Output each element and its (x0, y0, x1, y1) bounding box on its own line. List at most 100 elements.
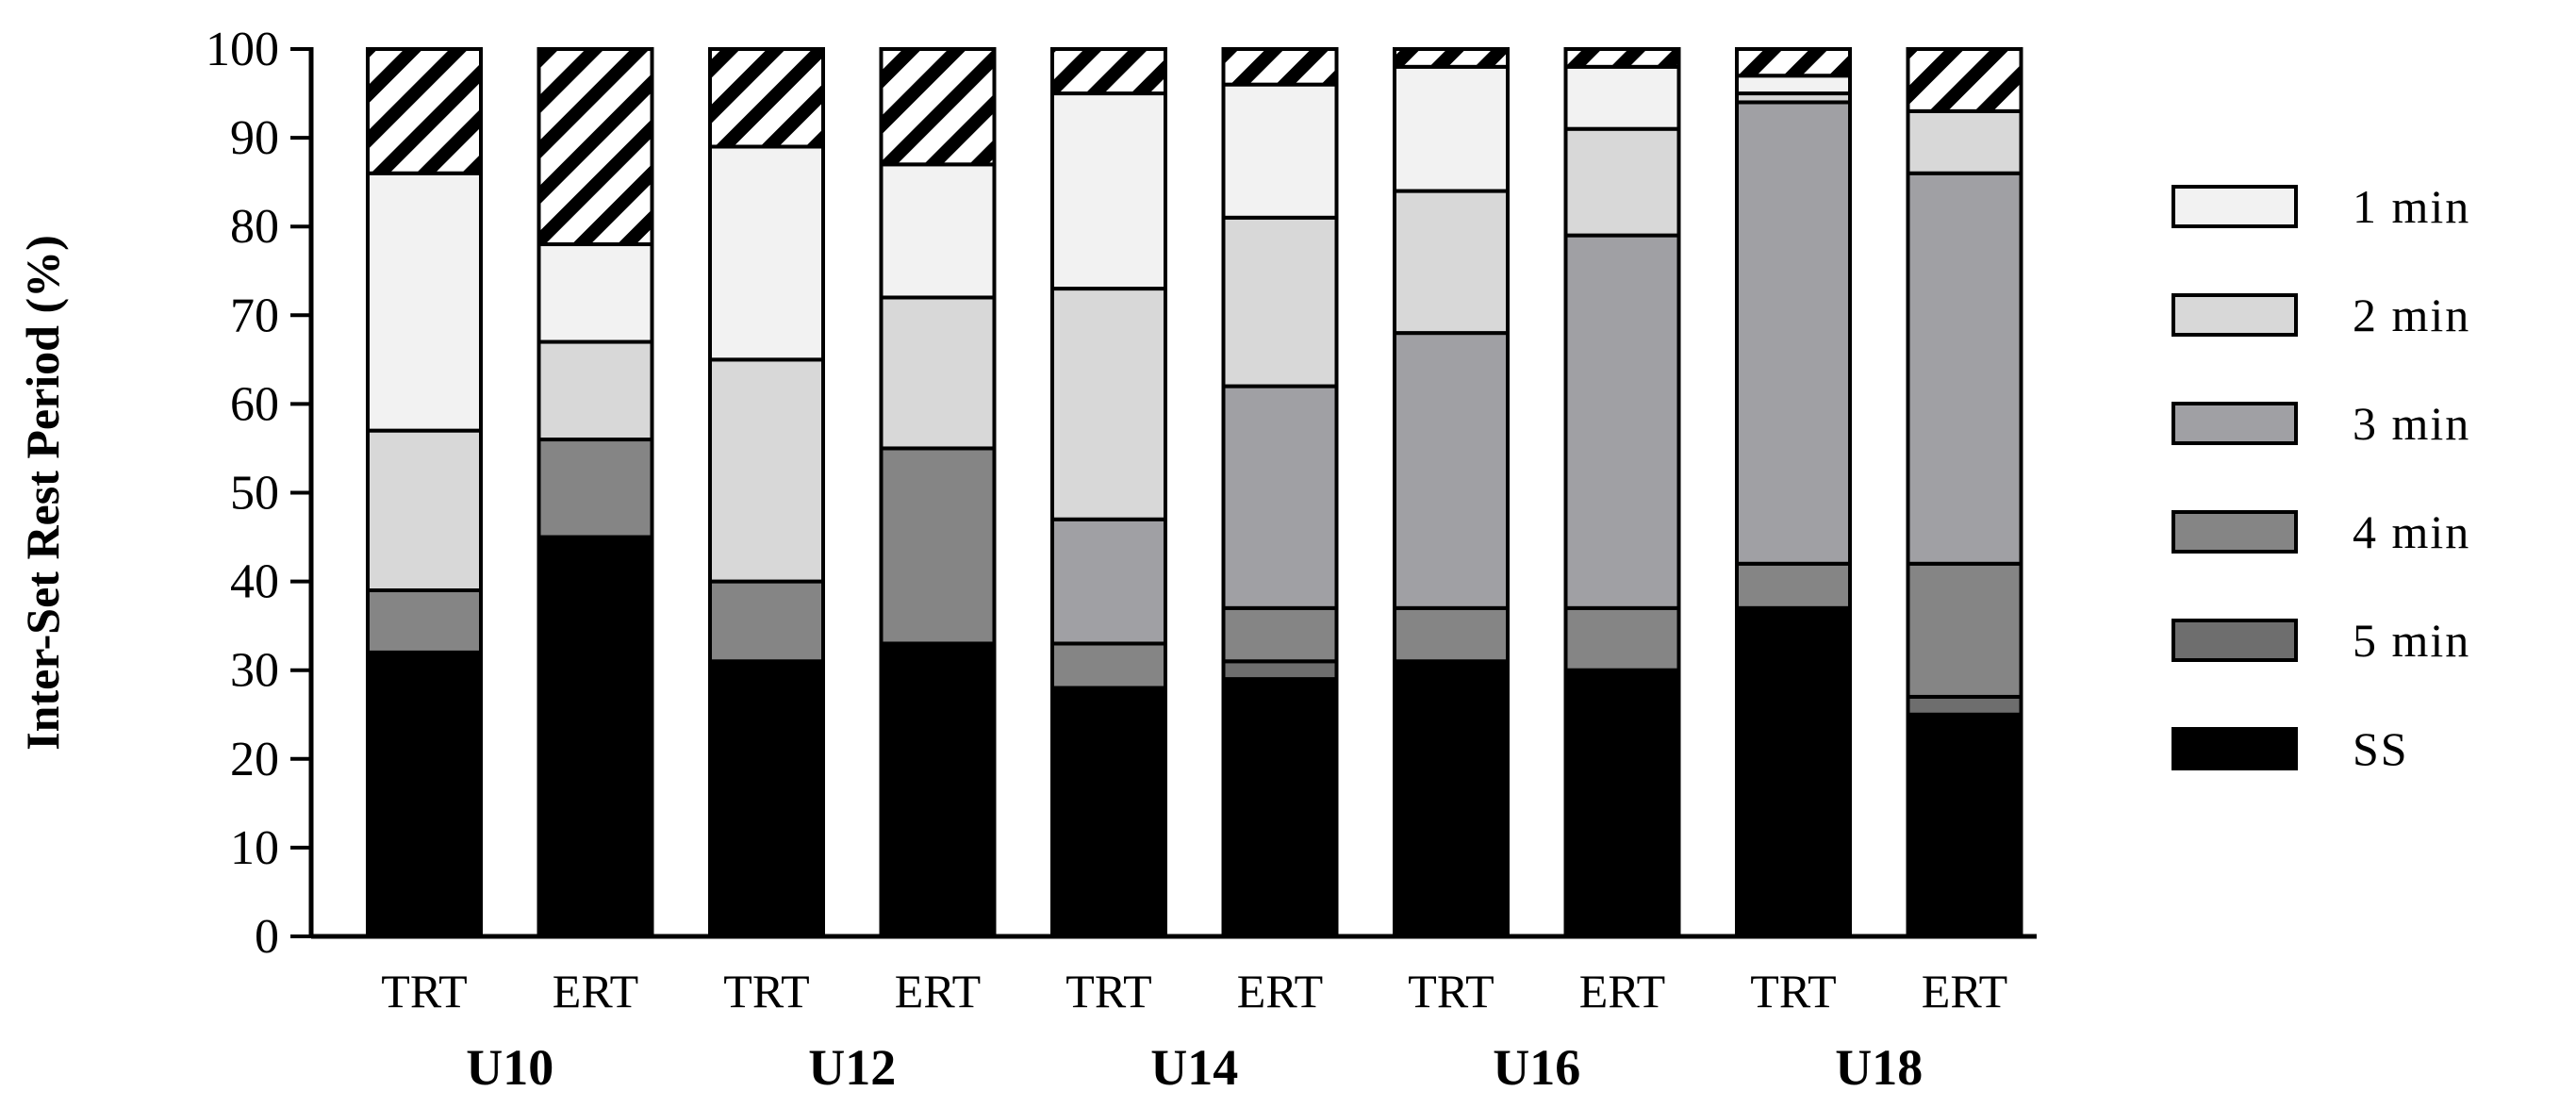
bar-segment-2-min-0 (366, 428, 483, 593)
bar-segment-1-min-8 (1735, 74, 1852, 96)
bar-segment-2-min-6 (1393, 189, 1510, 336)
bar-segment-ss-1 (537, 535, 654, 938)
bar-segment-2-min-5 (1221, 215, 1339, 389)
bar-segment-2-min-4 (1050, 287, 1167, 521)
legend-label-2-min: 2 min (2353, 289, 2470, 341)
y-axis-label: Inter-Set Rest Period (%) (16, 235, 69, 751)
group-label-u16: U16 (1493, 1039, 1580, 1096)
bar-segment-3-min-5 (1221, 384, 1339, 610)
y-tick-label-10: 10 (230, 821, 279, 875)
bar-segment-4-min-1 (537, 438, 654, 539)
y-tick-label-50: 50 (230, 467, 279, 521)
bar-segment-4-min-0 (366, 588, 483, 654)
legend-swatch-ss (2171, 727, 2298, 770)
bar-segment-3-min-9 (1906, 171, 2023, 566)
bar-segment-hatched-9 (1906, 47, 2023, 113)
bar-segment-hatched-1 (537, 47, 654, 247)
x-tick-label-5: ERT (1237, 965, 1323, 1017)
bar-segment-2-min-1 (537, 339, 654, 442)
y-tick-label-0: 0 (255, 910, 279, 964)
bar-segment-2-min-9 (1906, 108, 2023, 175)
bar-segment-4-min-6 (1393, 605, 1510, 664)
bar-segment-hatched-6 (1393, 47, 1510, 69)
bar-segment-3-min-8 (1735, 100, 1852, 566)
legend-swatch-4-min (2171, 510, 2298, 554)
bar-segment-1-min-2 (708, 144, 825, 362)
bar-segment-3-min-7 (1563, 233, 1681, 610)
y-tick-label-30: 30 (230, 644, 279, 698)
bar-segment-1-min-1 (537, 242, 654, 344)
group-label-u10: U10 (466, 1039, 553, 1096)
y-tick-label-70: 70 (230, 289, 279, 342)
x-tick-label-3: ERT (895, 965, 981, 1017)
bar-segment-ss-6 (1393, 659, 1510, 938)
bar-segment-hatched-7 (1563, 47, 1681, 69)
bar-segment-5-min-9 (1906, 694, 2023, 717)
bar-segment-ss-7 (1563, 668, 1681, 938)
legend-label-3-min: 3 min (2353, 397, 2470, 450)
legend-swatch-2-min (2171, 293, 2298, 337)
y-tick-label-60: 60 (230, 377, 279, 431)
x-tick-label-0: TRT (381, 965, 467, 1017)
y-tick-label-80: 80 (230, 200, 279, 254)
bar-segment-hatched-0 (366, 47, 483, 175)
y-tick-label-100: 100 (206, 23, 279, 76)
x-tick-label-7: ERT (1579, 965, 1665, 1017)
y-tick-label-20: 20 (230, 733, 279, 786)
x-tick-label-4: TRT (1065, 965, 1151, 1017)
bar-segment-ss-2 (708, 659, 825, 938)
bar-segment-ss-3 (879, 641, 997, 938)
bar-segment-hatched-4 (1050, 47, 1167, 96)
bar-segment-ss-9 (1906, 712, 2023, 938)
bar-segment-1-min-4 (1050, 91, 1167, 291)
bar-segment-ss-8 (1735, 605, 1852, 939)
bar-segment-4-min-4 (1050, 641, 1167, 690)
bar-segment-1-min-6 (1393, 64, 1510, 193)
bar-segment-1-min-5 (1221, 82, 1339, 220)
bar-segment-hatched-3 (879, 47, 997, 167)
x-tick-label-8: TRT (1750, 965, 1836, 1017)
x-tick-label-6: TRT (1408, 965, 1494, 1017)
group-label-u14: U14 (1150, 1039, 1238, 1096)
legend-swatch-3-min (2171, 402, 2298, 445)
bar-segment-2-min-7 (1563, 126, 1681, 238)
axes-layer (290, 47, 2037, 939)
bar-segment-3-min-6 (1393, 331, 1510, 610)
legend-label-4-min: 4 min (2353, 505, 2470, 558)
legend: 1 min 2 min 3 min 4 min 5 min SS (2171, 180, 2470, 775)
bar-segment-4-min-9 (1906, 561, 2023, 699)
x-tick-label-9: ERT (1922, 965, 2007, 1017)
bar-segment-hatched-5 (1221, 47, 1339, 87)
bar-segment-hatched-2 (708, 47, 825, 149)
bar-segment-1-min-7 (1563, 64, 1681, 131)
bar-segment-5-min-5 (1221, 659, 1339, 682)
bar-segment-ss-5 (1221, 677, 1339, 938)
bars-layer (366, 47, 2023, 939)
legend-label-1-min: 1 min (2353, 180, 2470, 233)
group-label-u18: U18 (1835, 1039, 1923, 1096)
bar-segment-4-min-3 (879, 446, 997, 646)
bar-segment-4-min-2 (708, 579, 825, 664)
legend-label-ss: SS (2353, 722, 2409, 775)
x-tick-label-1: ERT (553, 965, 638, 1017)
group-label-u12: U12 (808, 1039, 896, 1096)
legend-swatch-5-min (2171, 619, 2298, 662)
bar-segment-3-min-4 (1050, 517, 1167, 646)
y-tick-label-90: 90 (230, 111, 279, 165)
bar-segment-ss-4 (1050, 686, 1167, 939)
bar-segment-4-min-7 (1563, 605, 1681, 672)
bar-segment-hatched-8 (1735, 47, 1852, 78)
bar-segment-1-min-0 (366, 171, 483, 433)
bar-segment-4-min-8 (1735, 561, 1852, 610)
bar-segment-1-min-3 (879, 162, 997, 300)
legend-label-5-min: 5 min (2353, 614, 2470, 667)
x-tick-label-2: TRT (723, 965, 809, 1017)
legend-swatch-1-min (2171, 185, 2298, 228)
bar-segment-2-min-2 (708, 357, 825, 584)
bar-segment-2-min-3 (879, 295, 997, 451)
bar-segment-4-min-5 (1221, 605, 1339, 664)
y-tick-label-40: 40 (230, 555, 279, 609)
